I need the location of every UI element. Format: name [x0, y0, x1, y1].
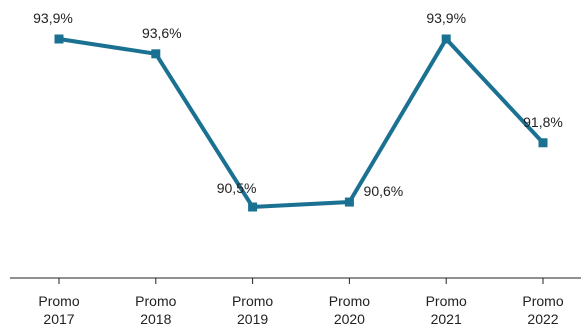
x-axis-labels: Promo 2017 Promo 2018 Promo 2019 Promo 2020 Prom…: [38, 293, 563, 327]
data-point: [344, 197, 354, 207]
x-tick-label: Promo 2018: [135, 293, 176, 327]
data-labels: 93,9% 93,6% 90,5% 90,6% 93,9% 91,8%: [33, 10, 563, 199]
data-label: 93,9%: [33, 10, 73, 26]
x-tick-label: Promo 2022: [522, 293, 563, 327]
data-point: [538, 138, 548, 148]
x-tick-label: Promo 2019: [232, 293, 273, 327]
data-label: 91,8%: [523, 114, 563, 130]
x-tick-label: Promo 2017: [38, 293, 79, 327]
data-points: [54, 34, 548, 212]
data-label: 93,9%: [426, 10, 466, 26]
x-axis-ticks: [58, 278, 544, 284]
data-point: [441, 34, 451, 44]
data-point: [54, 34, 64, 44]
data-label: 90,5%: [217, 180, 257, 196]
data-label: 93,6%: [142, 25, 182, 41]
data-label: 90,6%: [364, 183, 404, 199]
x-tick-label: Promo 2020: [329, 293, 370, 327]
data-point: [151, 49, 161, 59]
x-tick-label: Promo 2021: [426, 293, 467, 327]
data-point: [248, 202, 258, 212]
series-line: [58, 35, 545, 210]
